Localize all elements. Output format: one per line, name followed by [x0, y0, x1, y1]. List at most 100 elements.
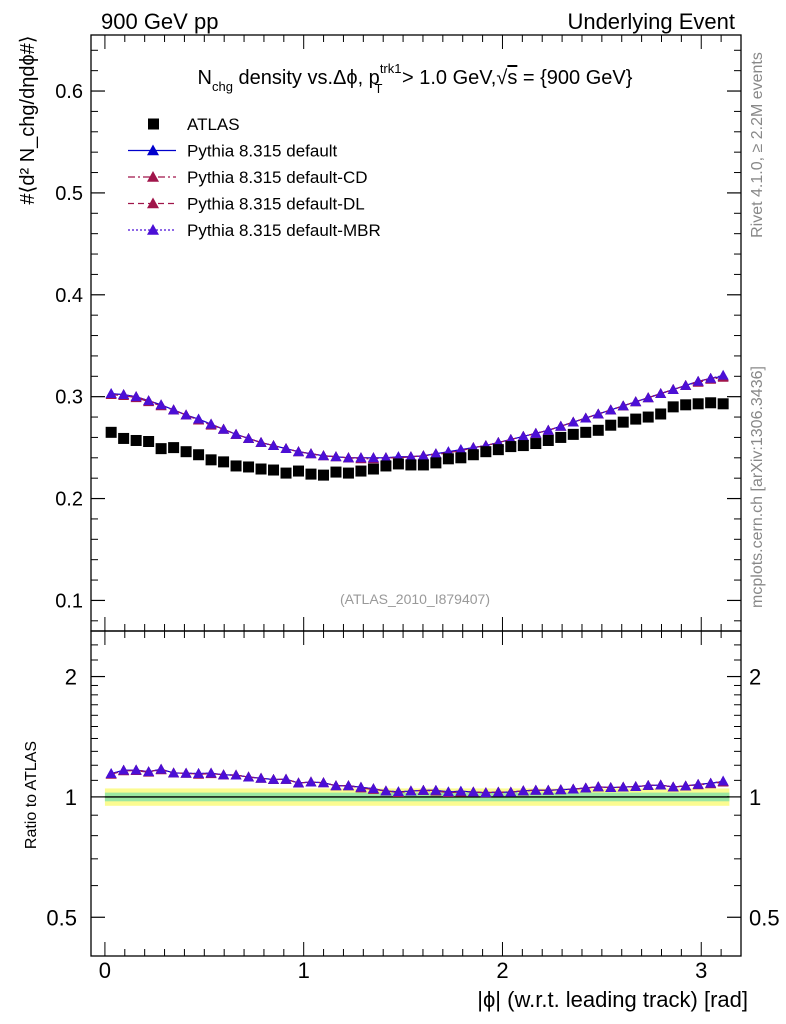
ratio-y-axis-label: Ratio to ATLAS [23, 741, 40, 849]
x-tick-label: 0 [99, 958, 111, 983]
ratio-data-marks [105, 763, 729, 798]
atlas-data-point [317, 469, 329, 481]
atlas-data-point [617, 416, 629, 428]
main-y-axis-label: #⟨d² N_chg/dηdϕ#⟩ [17, 35, 39, 204]
ratio-series-4-marker [542, 784, 554, 795]
series-4-marker [605, 404, 617, 415]
series-4-marker [705, 372, 717, 383]
atlas-data-point [405, 459, 417, 471]
legend-marker-1 [147, 144, 159, 156]
atlas-data-point [193, 449, 205, 461]
ratio-series-4-marker [243, 771, 255, 782]
main-y-tick-label: 0.5 [55, 183, 83, 205]
legend-label-3: Pythia 8.315 default-DL [187, 195, 365, 214]
ratio-series-4-marker [567, 783, 579, 794]
ratio-series-4-marker [305, 776, 317, 787]
atlas-data-point [505, 441, 517, 453]
ratio-series-4-marker [467, 786, 479, 797]
atlas-data-point [293, 465, 305, 477]
series-4-marker [155, 399, 167, 410]
legend-label-1: Pythia 8.315 default [187, 142, 338, 161]
legend-marker-4 [147, 224, 159, 235]
series-4-marker [293, 446, 305, 457]
ratio-series-4-marker [492, 786, 504, 797]
ratio-series-4-marker [505, 786, 517, 797]
ratio-series-4-marker [667, 781, 679, 792]
atlas-data-point [280, 467, 292, 479]
legend-label-2: Pythia 8.315 default-CD [187, 168, 368, 187]
series-4-marker [205, 418, 217, 429]
ratio-y-tick-label-right: 0.5 [749, 905, 780, 930]
ratio-series-4-marker [442, 786, 454, 797]
ratio-series-4-marker [630, 781, 642, 791]
atlas-data-point [442, 453, 454, 465]
atlas-data-point [530, 438, 542, 450]
ratio-series-4-marker [180, 767, 192, 778]
atlas-data-point [168, 442, 180, 454]
atlas-data-point [680, 399, 692, 411]
series-4-marker [567, 416, 579, 427]
ratio-series-4-marker [193, 768, 205, 778]
atlas-data-point [380, 460, 392, 472]
series-4-marker [667, 384, 679, 394]
series-4-marker [580, 412, 592, 423]
atlas-data-point [268, 464, 280, 476]
atlas-data-point [642, 411, 654, 423]
ratio-y-tick-label: 1 [65, 785, 77, 810]
series-4-marker [280, 443, 292, 454]
series-4-marker [530, 427, 542, 438]
atlas-data-point [480, 446, 492, 458]
series-4-marker [118, 389, 130, 400]
atlas-data-point [155, 443, 167, 455]
ratio-series-4-marker [355, 781, 367, 792]
series-4-marker [380, 452, 392, 463]
ratio-series-4-marker [480, 787, 492, 798]
ratio-series-4-marker [155, 763, 167, 774]
series-4-marker [555, 420, 567, 431]
atlas-data-point [218, 456, 230, 468]
legend: ATLAS Pythia 8.315 default Pythia 8.315 de… [128, 115, 381, 240]
ratio-series-4-marker [230, 769, 242, 780]
series-4-marker [517, 430, 529, 441]
header-right: Underlying Event [567, 9, 735, 34]
ratio-series-4-marker [680, 780, 692, 791]
ratio-series-4-marker [617, 781, 629, 792]
ratio-series-4-marker [293, 777, 305, 788]
series-4-marker [330, 451, 342, 462]
chart-title: Nchg density vs.Δϕ, ptrk1 T > 1.0 GeV,√s … [198, 61, 633, 96]
main-y-tick-label: 0.4 [55, 285, 83, 307]
ratio-panel: 0.5 0.5 1 1 2 2 0 1 2 3 Ratio to ATLAS |ϕ| (w.r.t… [23, 630, 780, 1012]
series-4-marker [692, 375, 704, 386]
ratio-series-4-marker [380, 785, 392, 796]
series-4-marker [230, 428, 242, 439]
series-4-marker [268, 440, 280, 450]
ratio-series-4-marker [605, 782, 617, 792]
atlas-data-point [555, 431, 567, 443]
atlas-data-point [717, 398, 729, 410]
atlas-data-point [542, 434, 554, 446]
series-4-marker [193, 413, 205, 424]
ratio-series-4-marker [642, 780, 654, 790]
ratio-series-4-marker [392, 786, 404, 797]
ratio-series-4-marker [255, 772, 267, 783]
series-4-marker [592, 408, 604, 419]
atlas-data-point [330, 466, 342, 478]
ratio-series-4-marker [168, 767, 180, 778]
series-4-marker [617, 400, 629, 411]
series-4-marker [630, 396, 642, 407]
legend-label-0: ATLAS [187, 115, 240, 134]
atlas-data-point [205, 454, 217, 466]
series-4-marker [105, 388, 117, 399]
series-4-marker [130, 391, 142, 402]
series-4-marker [255, 437, 267, 447]
ratio-series-4-marker [517, 785, 529, 796]
atlas-data-point [605, 419, 617, 431]
legend-marker-2 [147, 171, 159, 182]
main-data-marks [105, 369, 729, 481]
main-y-tick-label: 0.1 [55, 590, 83, 612]
ratio-series-4-marker [692, 778, 704, 789]
atlas-data-point [255, 463, 267, 475]
series-4-marker [417, 450, 429, 461]
main-y-tick-label: 0.3 [55, 387, 83, 409]
